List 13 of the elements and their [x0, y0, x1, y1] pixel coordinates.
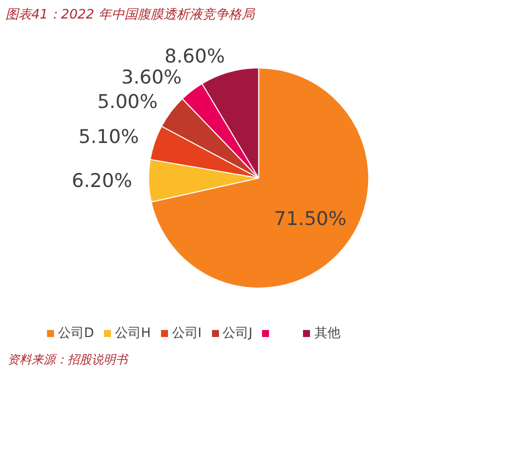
data-label: 71.50%: [274, 208, 346, 230]
legend-label: 公司I: [172, 325, 202, 342]
legend-label: 公司J: [222, 325, 252, 342]
text: 资料来源：招股说明书: [8, 352, 130, 366]
data-label: 5.00%: [97, 90, 158, 113]
legend-label: 其他: [314, 325, 340, 342]
data-label: 8.60%: [164, 45, 225, 68]
data-label: 5.10%: [78, 126, 139, 148]
legend-label: 公司H: [115, 325, 151, 342]
legend-label: 公司D: [58, 325, 94, 342]
data-label: 3.60%: [121, 66, 182, 89]
chart-title: 图表41：2022 年中国腹膜透析液竞争格局: [6, 8, 256, 22]
data-label: 6.20%: [72, 170, 132, 192]
